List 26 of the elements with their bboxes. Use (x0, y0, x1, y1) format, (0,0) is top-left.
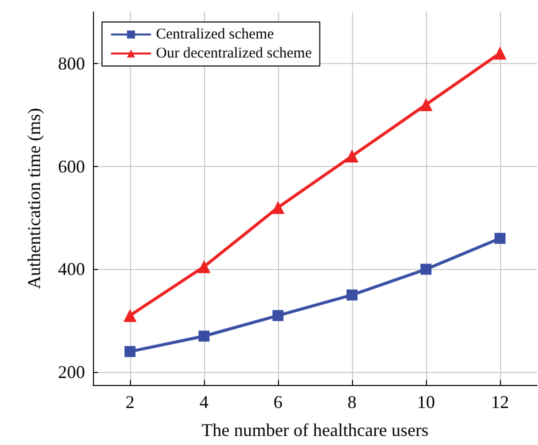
x-tick-label: 10 (417, 392, 435, 412)
point (494, 232, 506, 244)
x-tick-label: 8 (348, 392, 356, 412)
point (346, 150, 358, 163)
x-tick-label: 12 (491, 392, 509, 412)
point (198, 260, 210, 274)
point (198, 330, 210, 342)
legend-label: Our decentralized scheme (156, 46, 312, 62)
x-tick-label: 4 (200, 392, 208, 412)
y-tick-label: 600 (58, 156, 85, 176)
y-tick-label: 400 (58, 259, 85, 280)
x-axis-title: The number of healthcare users (202, 420, 428, 440)
point (346, 289, 358, 300)
y-axis-title: Authentication time (ms) (24, 108, 44, 289)
point (420, 98, 432, 112)
point (272, 310, 284, 322)
x-tick-label: 6 (274, 392, 282, 412)
point (494, 46, 506, 60)
legend-label: Centralized scheme (156, 26, 274, 42)
point (272, 201, 284, 214)
y-tick-label: 800 (58, 53, 85, 74)
point (124, 309, 136, 322)
y-tick-label: 200 (58, 362, 85, 382)
x-tick-label: 2 (126, 392, 134, 412)
point (420, 264, 432, 275)
point (124, 346, 136, 358)
